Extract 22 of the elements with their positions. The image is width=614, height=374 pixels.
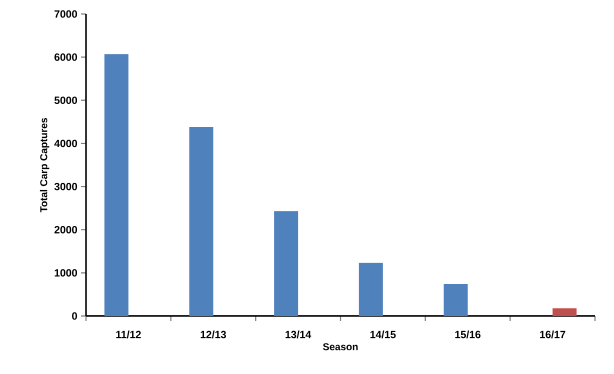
x-tick-label: 16/17 — [540, 330, 566, 338]
y-tick-label: 5000 — [54, 96, 78, 104]
x-tick-label: 15/16 — [455, 330, 480, 338]
y-tick-label: 1000 — [54, 269, 78, 277]
y-tick-label: 7000 — [54, 10, 78, 18]
x-tick-label: 14/15 — [370, 330, 396, 338]
x-tick-label: 12/13 — [200, 330, 226, 338]
bar — [552, 308, 577, 316]
y-tick-label: 0 — [72, 312, 78, 320]
bar — [444, 284, 468, 316]
bar — [104, 54, 128, 316]
y-tick-label: 6000 — [54, 53, 78, 61]
bar — [189, 127, 214, 316]
bar — [358, 262, 383, 316]
x-tick-label: 13/14 — [286, 330, 312, 338]
bar — [274, 211, 298, 316]
y-axis-title: Total Carp Captures — [40, 118, 50, 212]
y-tick-label: 4000 — [54, 140, 78, 148]
x-tick-label: 11/12 — [116, 330, 141, 338]
x-axis-title: Season — [322, 343, 358, 350]
y-tick-label: 2000 — [54, 226, 78, 234]
y-tick-label: 3000 — [54, 182, 78, 190]
